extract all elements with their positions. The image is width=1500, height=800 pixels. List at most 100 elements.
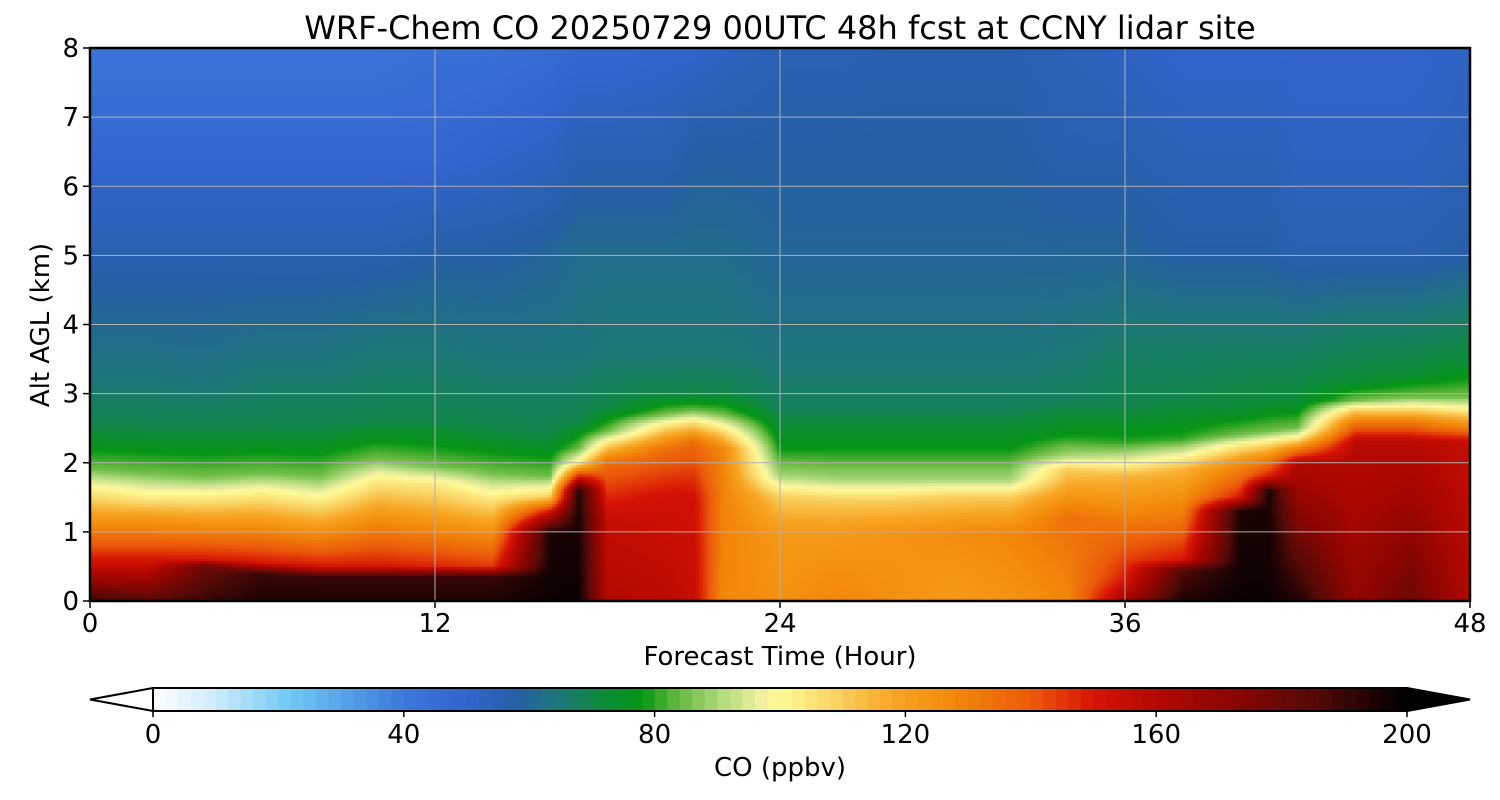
y-tick-label: 8 [62, 34, 79, 64]
y-tick-label: 1 [62, 518, 79, 548]
y-tick-label: 7 [62, 103, 79, 133]
y-axis: 0 1 2 3 4 5 6 7 8 [62, 34, 90, 617]
x-tick-label: 36 [1108, 609, 1141, 639]
colorbar-segment [1269, 688, 1283, 711]
colorbar-segment [968, 688, 982, 711]
y-tick-label: 4 [62, 311, 79, 341]
colorbar-segment [1131, 688, 1145, 711]
colorbar-segment [240, 688, 254, 711]
colorbar-segment [1356, 688, 1370, 711]
colorbar-segment [867, 688, 881, 711]
colorbar-segment [1218, 688, 1233, 711]
colorbar-segment [842, 688, 856, 711]
colorbar-segment [253, 688, 267, 711]
colorbar [89, 686, 1471, 713]
colorbar-tick-label: 160 [1131, 720, 1181, 750]
colorbar-segment [642, 688, 656, 711]
colorbar-segment [855, 688, 869, 711]
colorbar-segment [1193, 688, 1207, 711]
colorbar-segment [654, 688, 668, 711]
x-tick-label: 24 [763, 609, 796, 639]
colorbar-segment [378, 688, 392, 711]
colorbar-segment [616, 688, 631, 711]
colorbar-tick-label: 120 [881, 720, 931, 750]
colorbar-segment [717, 688, 731, 711]
colorbar-segment [554, 688, 568, 711]
colorbar-tick-label: 200 [1382, 720, 1432, 750]
colorbar-segment [441, 688, 455, 711]
colorbar-segment [228, 688, 242, 711]
y-tick-label: 0 [62, 587, 79, 617]
y-tick-label: 6 [62, 172, 79, 202]
colorbar-segment [679, 688, 693, 711]
x-axis-label: Forecast Time (Hour) [643, 642, 916, 672]
colorbar-segment [1043, 688, 1057, 711]
colorbar-segment [1294, 688, 1308, 711]
x-axis: 0 12 24 36 48 [82, 601, 1487, 639]
colorbar-segment [203, 688, 217, 711]
colorbar-segment [892, 688, 906, 711]
colorbar-segment [930, 688, 944, 711]
colorbar-segment [1206, 688, 1220, 711]
colorbar-segment [1143, 688, 1157, 711]
colorbar-segment [541, 688, 555, 711]
colorbar-segment [504, 688, 518, 711]
colorbar-segment [1231, 688, 1245, 711]
colorbar-segment [316, 688, 330, 711]
colorbar-segment [353, 688, 367, 711]
colorbar-segment [153, 688, 167, 711]
colorbar-segment [1068, 688, 1082, 711]
colorbar-segment [917, 688, 932, 711]
colorbar-segment [178, 688, 192, 711]
colorbar-min-extend [89, 686, 154, 713]
colorbar-segment [955, 688, 969, 711]
colorbar-label: CO (ppbv) [714, 753, 846, 783]
colorbar-segment [1168, 688, 1182, 711]
x-tick-label: 48 [1453, 609, 1486, 639]
colorbar-segment [629, 688, 643, 711]
colorbar-segment [1106, 688, 1120, 711]
y-tick-label: 3 [62, 380, 79, 410]
colorbar-segment [1118, 688, 1132, 711]
colorbar-segment [742, 688, 756, 711]
colorbar-segment [704, 688, 718, 711]
colorbar-segment [1344, 688, 1358, 711]
colorbar-tick-label: 80 [638, 720, 671, 750]
colorbar-segment [1281, 688, 1295, 711]
colorbar-segment [391, 688, 405, 711]
colorbar-segment [328, 688, 342, 711]
colorbar-segment [1256, 688, 1270, 711]
colorbar-segment [453, 688, 468, 711]
colorbar-segment [1030, 688, 1044, 711]
colorbar-segment [290, 688, 305, 711]
colorbar-segment [1306, 688, 1320, 711]
x-tick-label: 0 [82, 609, 99, 639]
chart-title: WRF-Chem CO 20250729 00UTC 48h fcst at C… [304, 9, 1255, 47]
colorbar-segment [1080, 688, 1095, 711]
colorbar-segment [692, 688, 706, 711]
colorbar-segment [604, 688, 618, 711]
colorbar-segment [1243, 688, 1258, 711]
colorbar-max-extend [1406, 686, 1471, 713]
colorbar-segment [529, 688, 543, 711]
colorbar-segment [416, 688, 430, 711]
colorbar-segment [1369, 688, 1383, 711]
colorbar-segment [1381, 688, 1396, 711]
colorbar-segment [491, 688, 505, 711]
colorbar-segment [403, 688, 417, 711]
colorbar-segment [479, 688, 493, 711]
colorbar-segment [428, 688, 443, 711]
colorbar-segment [1331, 688, 1345, 711]
colorbar-segment [1055, 688, 1070, 711]
colorbar-segment [1018, 688, 1032, 711]
x-tick-label: 12 [418, 609, 451, 639]
colorbar-segment [566, 688, 580, 711]
colorbar-segment [780, 688, 794, 711]
colorbar-segment [754, 688, 769, 711]
colorbar-segment [667, 688, 681, 711]
colorbar-segment [980, 688, 994, 711]
colorbar-segment [165, 688, 179, 711]
colorbar-segment [817, 688, 831, 711]
colorbar-segment [905, 688, 919, 711]
